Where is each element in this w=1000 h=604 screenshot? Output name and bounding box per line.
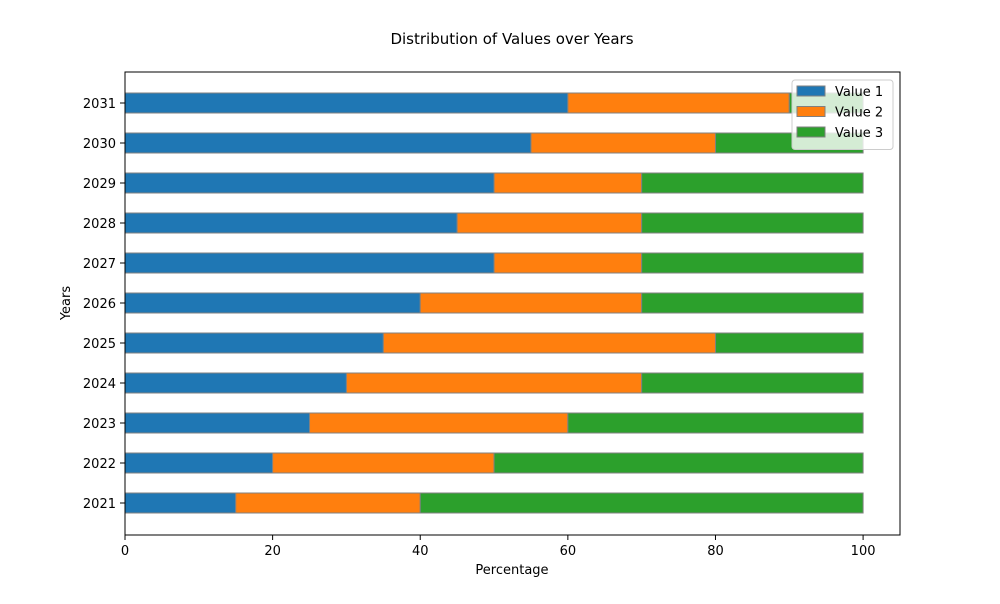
bar-2025-series-3 xyxy=(714,332,864,354)
x-axis-label: Percentage xyxy=(475,563,548,578)
bar-2028-series-1 xyxy=(124,212,458,234)
bar-2027-series-2 xyxy=(493,252,643,274)
bar-2021-series-3 xyxy=(419,492,864,514)
legend-label: Value 1 xyxy=(835,85,883,100)
bar-2026-series-2 xyxy=(419,292,643,314)
y-tick-label: 2030 xyxy=(83,137,116,152)
legend-label: Value 3 xyxy=(835,126,883,141)
y-tick-label: 2026 xyxy=(83,297,116,312)
x-tick-label: 40 xyxy=(412,544,429,559)
legend: Value 1 Value 2 Value 3 xyxy=(791,79,894,150)
bar-2030-series-2 xyxy=(530,132,716,154)
bar-2029-series-2 xyxy=(493,172,643,194)
bar-2031-series-1 xyxy=(124,92,569,114)
y-tick-label: 2029 xyxy=(83,177,116,192)
bar-2029-series-1 xyxy=(124,172,495,194)
x-tick-label: 80 xyxy=(707,544,724,559)
y-tick-label: 2028 xyxy=(83,217,116,232)
bar-2021-series-2 xyxy=(235,492,421,514)
x-tick-label: 60 xyxy=(560,544,577,559)
bar-2022-series-2 xyxy=(272,452,495,474)
bar-2027-series-3 xyxy=(641,252,864,274)
chart-title: Distribution of Values over Years xyxy=(390,30,633,48)
bar-2022-series-3 xyxy=(493,452,864,474)
bar-2029-series-3 xyxy=(641,172,864,194)
x-tick-label: 0 xyxy=(121,544,129,559)
y-tick-label: 2022 xyxy=(83,457,116,472)
y-tick-label: 2024 xyxy=(83,377,116,392)
x-tick-label: 100 xyxy=(851,544,876,559)
bars-layer xyxy=(124,92,864,514)
bar-2028-series-2 xyxy=(456,212,643,234)
y-tick-label: 2031 xyxy=(83,97,116,112)
plot-frame xyxy=(124,71,901,536)
bar-2025-series-2 xyxy=(382,332,716,354)
bar-2024-series-2 xyxy=(345,372,643,394)
bar-2026-series-1 xyxy=(124,292,421,314)
bar-2028-series-3 xyxy=(641,212,864,234)
y-tick-label: 2025 xyxy=(83,337,116,352)
bar-2023-series-2 xyxy=(309,412,569,434)
bar-2024-series-3 xyxy=(641,372,864,394)
bar-2031-series-2 xyxy=(567,92,790,114)
legend-label: Value 2 xyxy=(835,106,883,121)
y-tick-label: 2021 xyxy=(83,497,116,512)
bar-2027-series-1 xyxy=(124,252,495,274)
x-axis-ticks: 0 20 40 60 80 100 xyxy=(121,535,876,559)
bar-2026-series-3 xyxy=(641,292,864,314)
y-tick-label: 2023 xyxy=(83,417,116,432)
legend-swatch xyxy=(796,126,826,138)
bar-2025-series-1 xyxy=(124,332,384,354)
bar-2021-series-1 xyxy=(124,492,237,514)
bar-2023-series-3 xyxy=(567,412,864,434)
bar-2022-series-1 xyxy=(124,452,274,474)
legend-swatch xyxy=(796,106,826,117)
y-axis-label: Years xyxy=(59,286,74,322)
bar-2024-series-1 xyxy=(124,372,347,394)
y-axis-ticks: 2021 2022 2023 2024 2025 2026 2027 2028 2029 2030… xyxy=(83,97,125,512)
bar-2023-series-1 xyxy=(124,412,311,434)
legend-swatch xyxy=(796,85,826,97)
bar-2030-series-1 xyxy=(124,132,532,154)
x-tick-label: 20 xyxy=(264,544,281,559)
y-tick-label: 2027 xyxy=(83,257,116,272)
